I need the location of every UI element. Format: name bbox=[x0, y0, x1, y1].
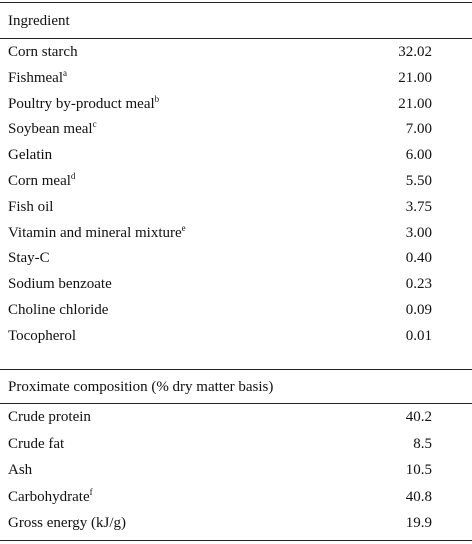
row-value: 3.00 bbox=[405, 224, 432, 241]
rule bbox=[0, 2, 472, 3]
ingredient-name: Poultry by-product meal bbox=[8, 95, 155, 112]
section-title: Proximate composition (% dry matter basi… bbox=[8, 379, 274, 395]
ingredient-name: Vitamin and mineral mixture bbox=[8, 224, 182, 241]
row-label: Stay-C bbox=[8, 248, 50, 268]
ingredient-name: Crude protein bbox=[8, 409, 91, 425]
ingredient-name: Stay-C bbox=[8, 250, 50, 267]
row-label: Gross energy (kJ/g) bbox=[8, 513, 126, 533]
ingredient-name: Tocopherol bbox=[8, 327, 77, 344]
row-label: Crude protein bbox=[8, 407, 91, 427]
row-value: 21.00 bbox=[398, 69, 432, 86]
footnote-mark: b bbox=[154, 93, 160, 104]
ingredient-name: Choline chloride bbox=[8, 302, 109, 318]
row-value: 19.9 bbox=[405, 515, 432, 531]
footnote-mark: e bbox=[181, 222, 186, 233]
ingredient-name: Corn starch bbox=[8, 44, 78, 60]
row-label: Soybean mealc bbox=[8, 119, 97, 139]
header-title: Ingredient bbox=[8, 13, 70, 29]
row-label: Fishmeala bbox=[8, 68, 67, 88]
ingredient-name: Gross energy (kJ/g) bbox=[8, 515, 127, 531]
row-value: 40.2 bbox=[405, 409, 432, 425]
row-label: Ash bbox=[8, 460, 32, 480]
row-label: Corn meald bbox=[8, 171, 75, 191]
row-value: 6.00 bbox=[405, 147, 432, 164]
row-label: Poultry by-product mealb bbox=[8, 94, 159, 114]
footnote-mark: d bbox=[70, 171, 76, 181]
ingredient-name: Soybean meal bbox=[8, 121, 93, 138]
row-value: 8.5 bbox=[413, 435, 432, 452]
row-value: 5.50 bbox=[405, 173, 432, 189]
row-value: 0.01 bbox=[405, 327, 432, 344]
ingredient-name: Carbohydrate bbox=[8, 488, 90, 505]
rule bbox=[0, 38, 472, 39]
row-label: Crude fat bbox=[8, 434, 64, 454]
row-value: 0.40 bbox=[405, 250, 432, 267]
row-value: 3.75 bbox=[405, 198, 432, 215]
row-label: Carbohydratef bbox=[8, 487, 93, 507]
row-label: Sodium benzoate bbox=[8, 274, 112, 294]
row-label: Corn starch bbox=[8, 42, 78, 62]
ingredient-name: Sodium benzoate bbox=[8, 276, 112, 293]
row-value: 40.8 bbox=[405, 488, 432, 505]
rule bbox=[0, 403, 472, 404]
row-value: 32.02 bbox=[398, 44, 432, 60]
footnote-mark: f bbox=[89, 486, 93, 497]
footnote-mark: a bbox=[63, 67, 67, 78]
row-label: Vitamin and mineral mixturee bbox=[8, 223, 186, 243]
ingredient-name: Fishmeal bbox=[8, 69, 63, 86]
ingredient-name: Gelatin bbox=[8, 147, 53, 164]
row-label: Fish oil bbox=[8, 197, 53, 217]
row-label: Tocopherol bbox=[8, 326, 76, 346]
row-value: 21.00 bbox=[398, 95, 432, 112]
rule bbox=[0, 540, 472, 541]
row-value: 0.09 bbox=[405, 302, 432, 318]
row-value: 7.00 bbox=[405, 121, 432, 138]
row-value: 0.23 bbox=[405, 276, 432, 293]
ingredient-name: Fish oil bbox=[8, 198, 54, 215]
footnote-mark: c bbox=[92, 119, 97, 130]
ingredient-name: Crude fat bbox=[8, 435, 65, 452]
row-value: 10.5 bbox=[405, 462, 432, 478]
row-label: Gelatin bbox=[8, 145, 52, 165]
row-label: Choline chloride bbox=[8, 300, 108, 320]
ingredient-name: Ash bbox=[8, 462, 33, 478]
rule bbox=[0, 369, 472, 370]
ingredient-name: Corn meal bbox=[8, 173, 71, 189]
